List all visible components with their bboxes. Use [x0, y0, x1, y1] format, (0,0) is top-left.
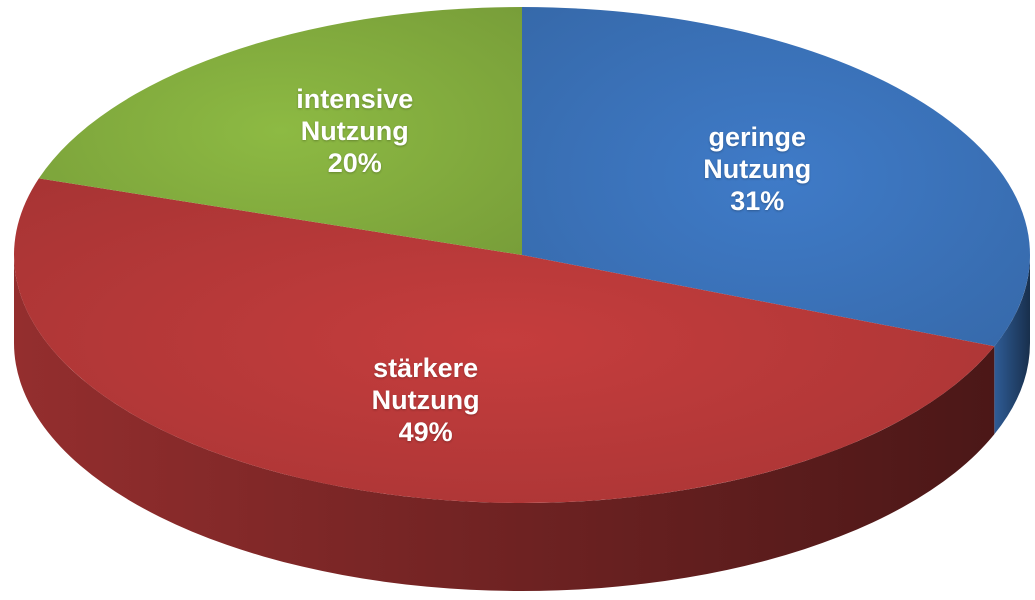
slice-label: stärkere Nutzung 49% — [341, 352, 511, 448]
slice-label: geringe Nutzung 31% — [672, 121, 842, 217]
category-label: intensive Nutzung — [296, 83, 414, 146]
pie-slice — [522, 7, 1031, 347]
pie-slice — [38, 7, 523, 255]
value-label: 20% — [327, 147, 382, 178]
value-label: 49% — [398, 416, 453, 447]
pie-slice — [13, 178, 995, 504]
category-label: geringe Nutzung — [703, 121, 812, 184]
slice-side — [14, 255, 995, 592]
category-label: stärkere Nutzung — [371, 352, 480, 415]
value-label: 31% — [730, 185, 785, 216]
slice-side — [994, 255, 1030, 435]
slice-label: intensive Nutzung 20% — [270, 83, 440, 179]
